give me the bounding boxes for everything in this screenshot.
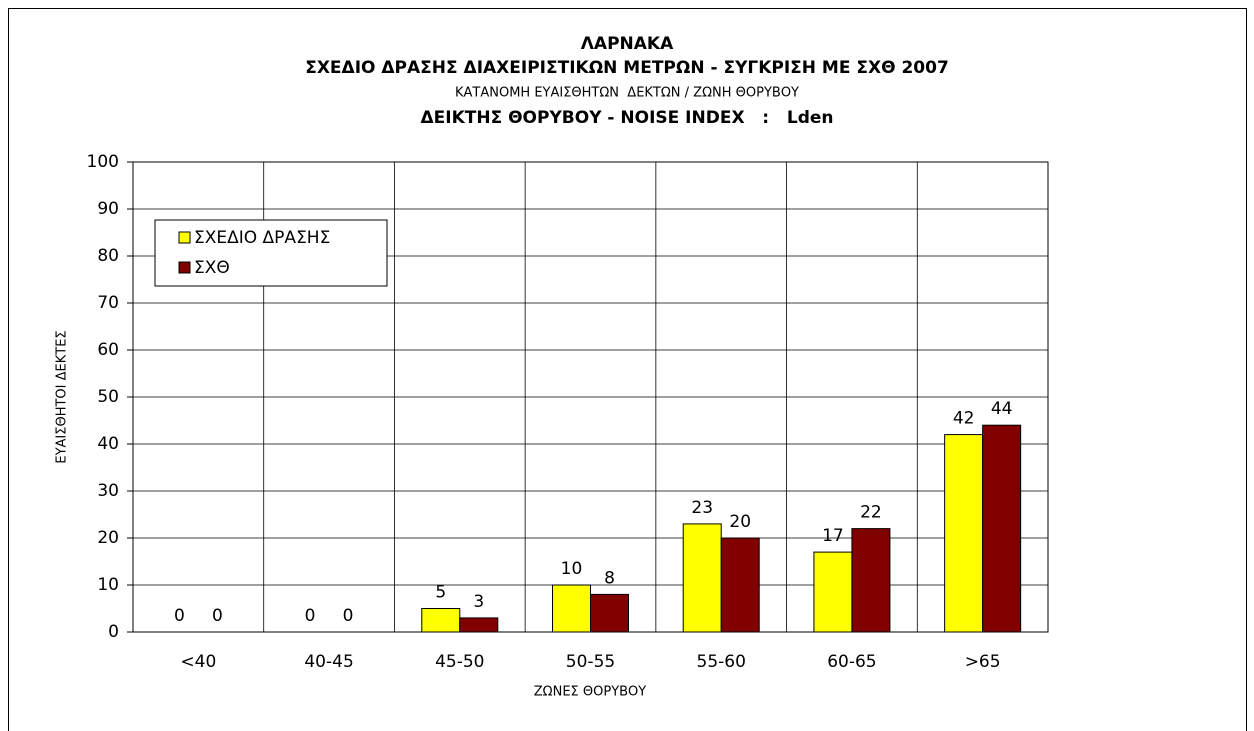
bar [682, 523, 722, 633]
data-label: 42 [953, 409, 975, 429]
bar [851, 528, 891, 633]
legend-label: ΣΧΘ [194, 258, 230, 278]
y-tick-label: 100 [87, 152, 119, 172]
bar [982, 424, 1022, 633]
y-tick-label: 70 [97, 293, 119, 313]
y-tick-label: 90 [97, 199, 119, 219]
y-tick-label: 50 [97, 387, 119, 407]
bar [944, 434, 984, 633]
y-tick-label: 40 [97, 434, 119, 454]
data-label: 0 [212, 606, 223, 626]
data-label: 0 [305, 606, 316, 626]
data-label: 20 [729, 512, 751, 532]
y-tick-label: 30 [97, 481, 119, 501]
legend-box [154, 219, 388, 287]
bar [720, 537, 760, 633]
data-label: 44 [991, 399, 1013, 419]
data-label: 5 [435, 583, 446, 603]
legend-swatch [178, 261, 191, 274]
x-tick-label: <40 [180, 652, 216, 672]
chart-subtitle: ΣΧΕΔΙΟ ΔΡΑΣΗΣ ΔΙΑΧΕΙΡΙΣΤΙΚΩΝ ΜΕΤΡΩΝ - ΣΥ… [305, 58, 949, 78]
x-tick-label: 55-60 [697, 652, 746, 672]
data-label: 8 [604, 568, 615, 588]
y-tick-label: 20 [97, 528, 119, 548]
x-axis-label: ΖΩΝΕΣ ΘΟΡΥΒΟΥ [534, 685, 647, 700]
bar [459, 617, 499, 633]
legend-swatch [178, 231, 191, 244]
data-label: 0 [174, 606, 185, 626]
legend-label: ΣΧΕΔΙΟ ΔΡΑΣΗΣ [194, 228, 330, 248]
data-label: 3 [473, 592, 484, 612]
x-tick-label: 40-45 [304, 652, 353, 672]
x-tick-label: 45-50 [435, 652, 484, 672]
bar [813, 551, 853, 633]
y-tick-label: 60 [97, 340, 119, 360]
y-tick-label: 10 [97, 575, 119, 595]
y-tick-label: 80 [97, 246, 119, 266]
y-tick-label: 0 [108, 622, 119, 642]
x-tick-label: 60-65 [827, 652, 876, 672]
data-label: 17 [822, 526, 844, 546]
bar [552, 584, 591, 633]
x-tick-label: >65 [965, 652, 1001, 672]
chart-subtitle: ΚΑΤΑΝΟΜΗ ΕΥΑΙΣΘΗΤΩΝ ΔΕΚΤΩΝ / ΖΩΝΗ ΘΟΡΥΒΟ… [455, 86, 799, 101]
bar [421, 608, 461, 633]
bar [590, 593, 629, 633]
y-axis-label: ΕΥΑΙΣΘΗΤΟΙ ΔΕΚΤΕΣ [55, 330, 70, 463]
x-tick-label: 50-55 [566, 652, 615, 672]
chart-subtitle: ΔΕΙΚΤΗΣ ΘΟΡΥΒΟΥ - NOISE INDEX : Lden [420, 108, 833, 128]
data-label: 22 [860, 503, 882, 523]
chart-title: ΛΑΡΝΑΚΑ [581, 34, 674, 54]
data-label: 23 [691, 498, 713, 518]
data-label: 0 [343, 606, 354, 626]
data-label: 10 [561, 559, 583, 579]
